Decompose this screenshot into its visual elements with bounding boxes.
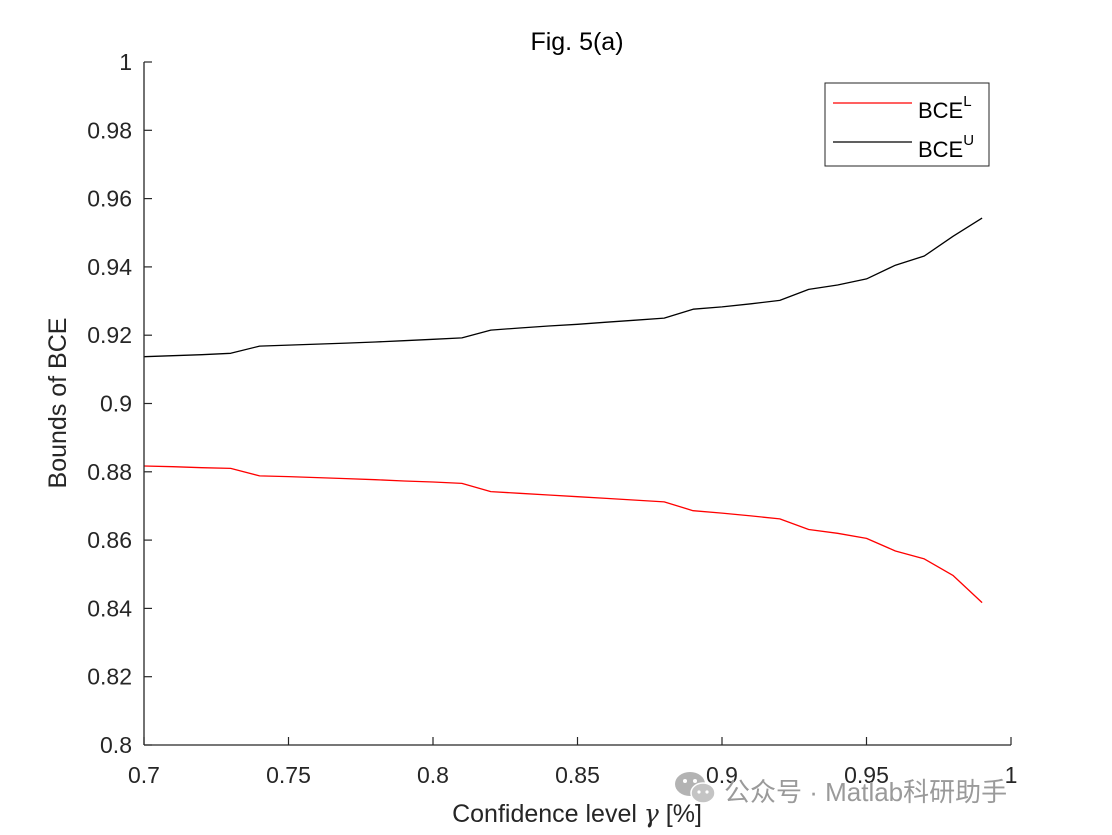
x-axis-title-symbol: γ xyxy=(644,799,659,828)
legend-box xyxy=(824,82,990,167)
series-layer xyxy=(143,217,983,604)
series-line-bce-l xyxy=(143,465,983,604)
y-ticks: 0.8 0.82 0.84 0.86 0.88 0.9 0.92 0.94 0.96 0.98 1 xyxy=(87,49,152,758)
y-tick-label: 0.86 xyxy=(87,527,132,553)
y-tick-label: 0.84 xyxy=(87,595,132,621)
plot-area xyxy=(144,62,1011,745)
y-axis-title: Bounds of BCE xyxy=(44,318,72,489)
y-tick-label: 0.92 xyxy=(87,322,132,348)
x-tick-label: 0.8 xyxy=(417,762,449,788)
x-tick-label: 0.7 xyxy=(128,762,160,788)
series-line-bce-u xyxy=(143,217,983,358)
legend-label-upper: BCEU xyxy=(918,132,974,162)
x-tick-label: 0.75 xyxy=(266,762,311,788)
legend-label-lower: BCEL xyxy=(918,93,972,123)
watermark-text: 公众号 · Matlab科研助手 xyxy=(724,777,1007,807)
x-tick-label: 0.85 xyxy=(555,762,600,788)
legend-label-lower-sup: L xyxy=(963,93,971,110)
legend-label-upper-sup: U xyxy=(963,132,974,149)
y-tick-label: 0.96 xyxy=(87,186,132,212)
legend-label-upper-base: BCE xyxy=(918,137,963,162)
x-ticks: 0.7 0.75 0.8 0.85 0.9 0.95 1 xyxy=(128,737,1017,788)
x-tick-label: 0.95 xyxy=(844,762,889,788)
y-tick-label: 0.94 xyxy=(87,254,132,280)
x-axis-title: Confidence level γ [%] xyxy=(452,799,702,828)
x-tick-label: 1 xyxy=(1005,762,1018,788)
y-tick-label: 0.88 xyxy=(87,459,132,485)
y-tick-label: 1 xyxy=(119,49,132,75)
chart-title: Fig. 5(a) xyxy=(530,28,623,56)
wechat-icon xyxy=(675,772,716,804)
legend: BCEL BCEU xyxy=(824,82,990,167)
y-tick-label: 0.9 xyxy=(100,391,132,417)
watermark: 公众号 · Matlab科研助手 xyxy=(675,772,1007,807)
legend-label-lower-base: BCE xyxy=(918,98,963,123)
y-tick-label: 0.82 xyxy=(87,664,132,690)
y-tick-label: 0.8 xyxy=(100,732,132,758)
y-tick-label: 0.98 xyxy=(87,117,132,143)
x-tick-label: 0.9 xyxy=(706,762,738,788)
x-axis-title-prefix: Confidence level xyxy=(452,800,644,828)
x-axis-title-suffix: [%] xyxy=(659,800,702,828)
